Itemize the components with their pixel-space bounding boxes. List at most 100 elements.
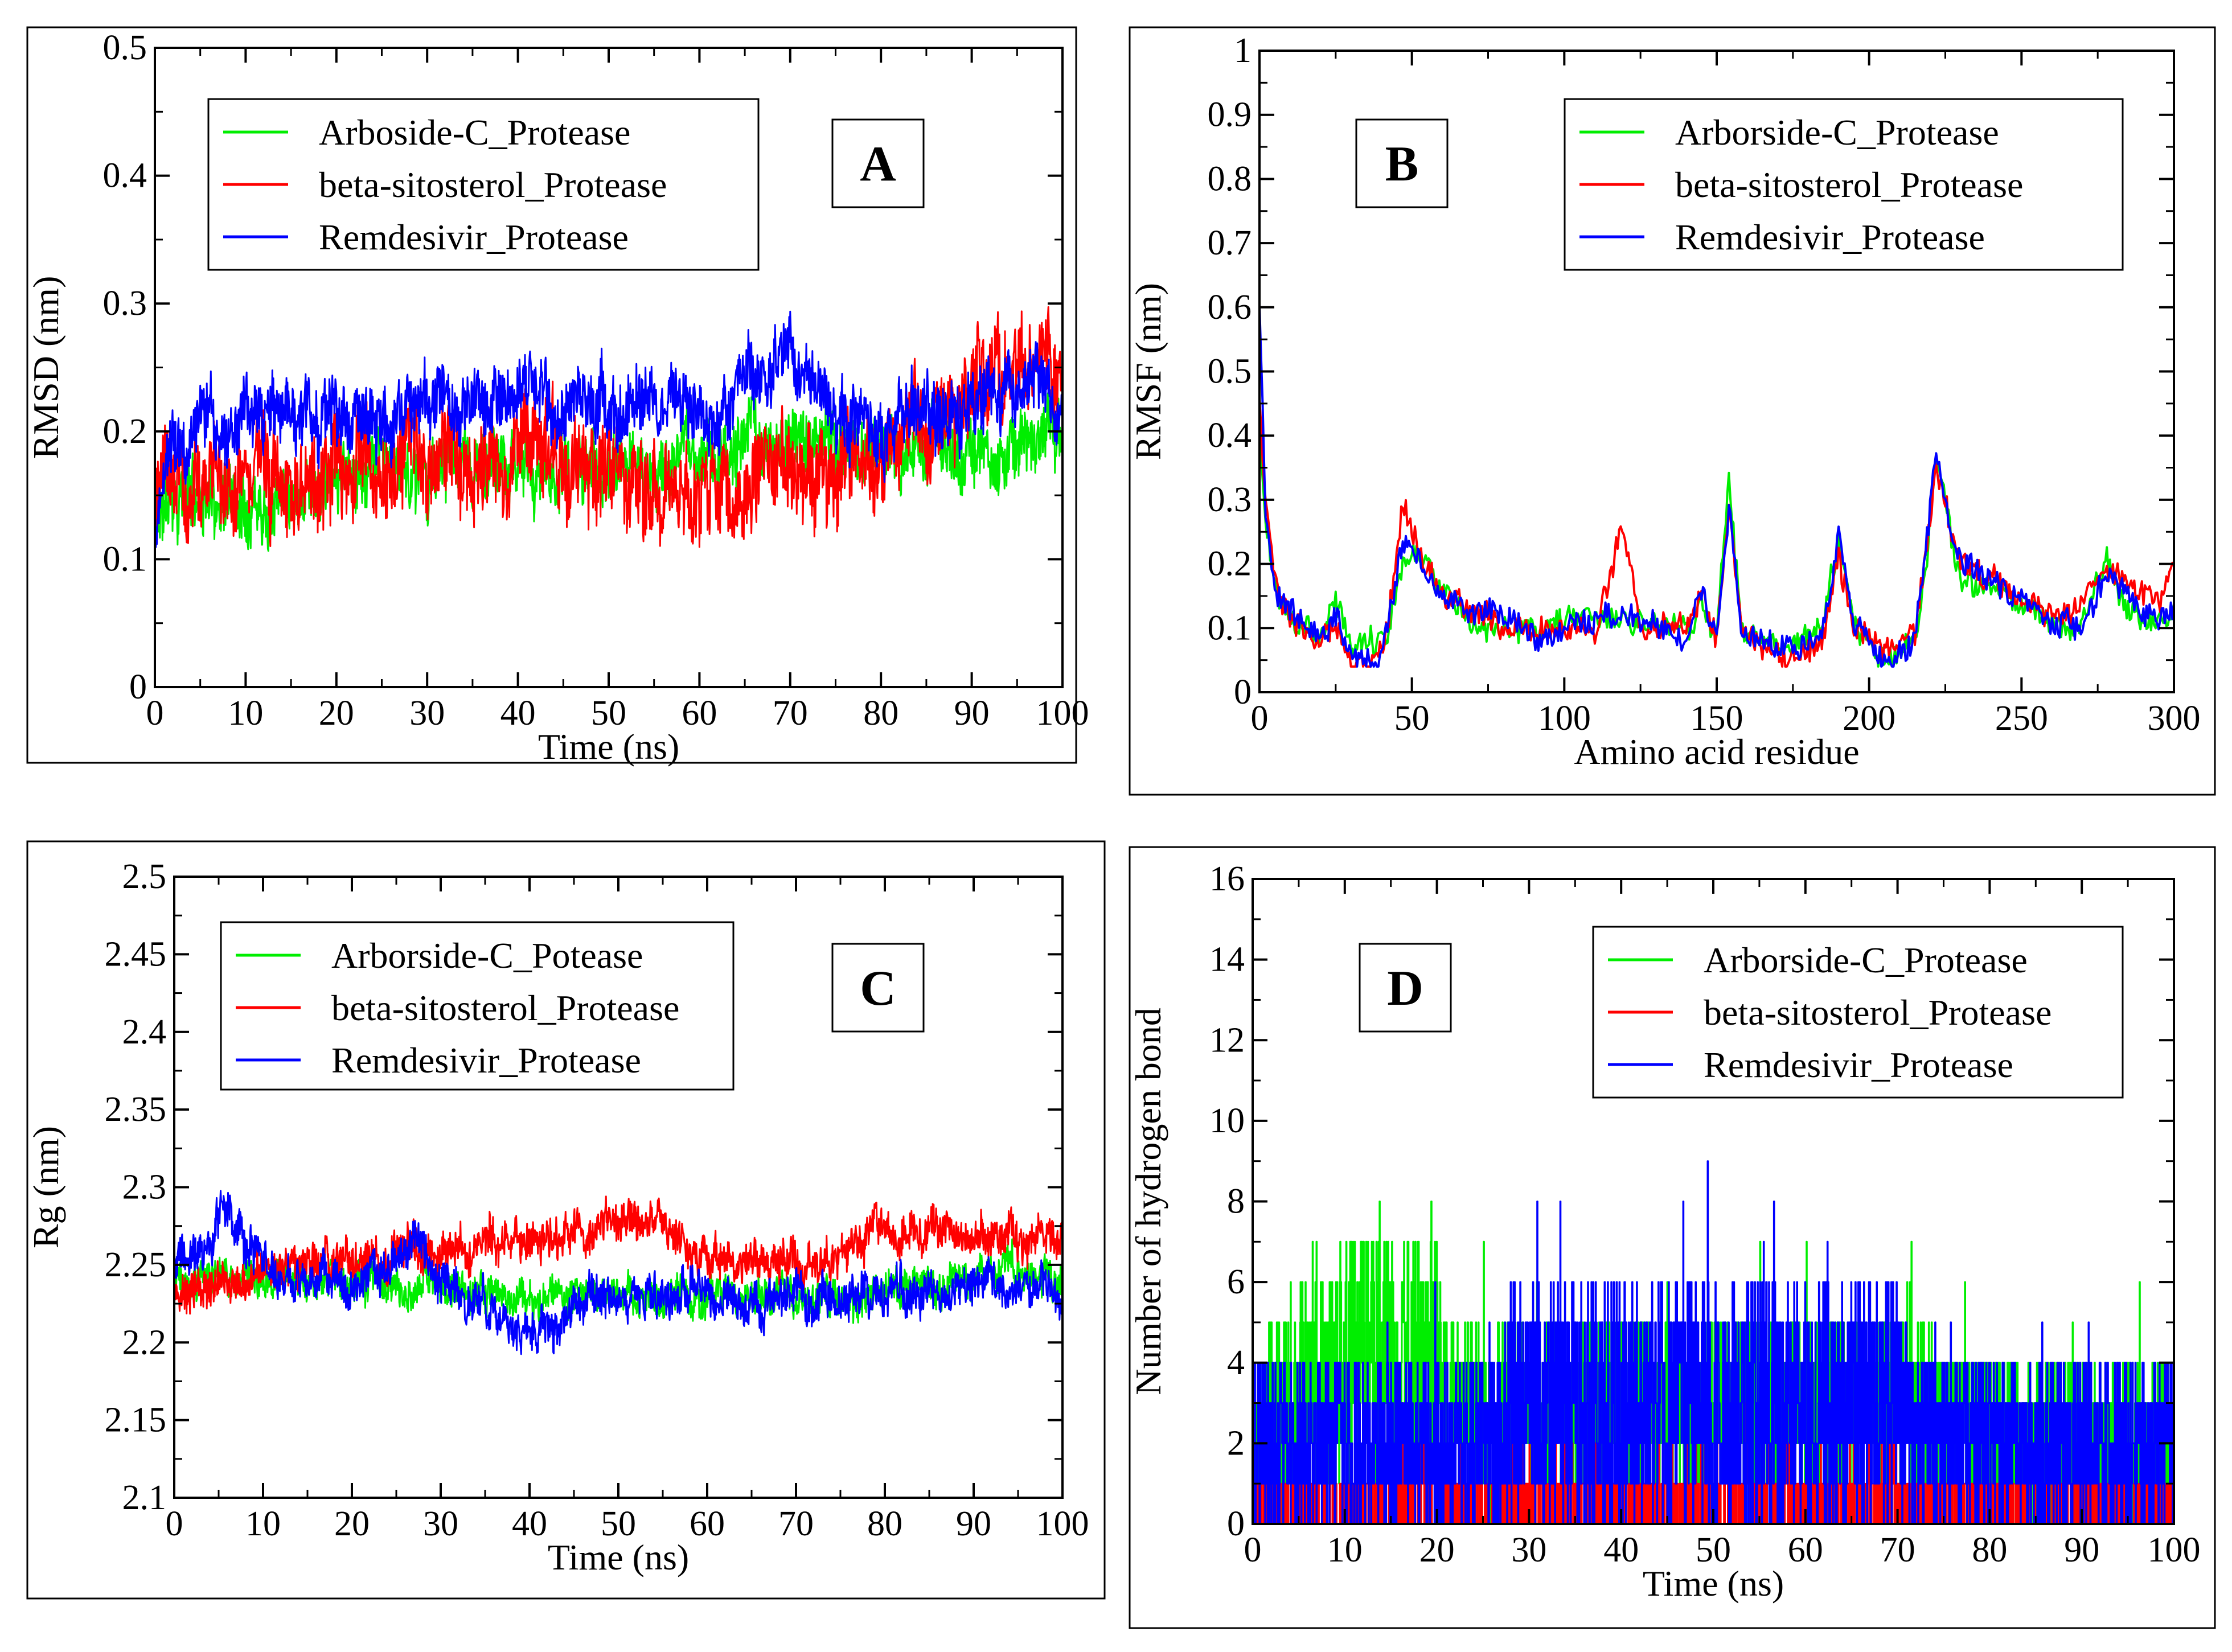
x-tick-label: 20 [334, 1505, 370, 1543]
series-line-remdesivir-protease [1253, 1160, 2174, 1524]
legend-label-arborside-c-protease: Arborside-C_Protease [1675, 112, 1999, 153]
panel-tag-label: C [860, 961, 896, 1016]
series-line-beta-sitosterol-protease [1253, 1402, 2174, 1524]
x-tick-label: 30 [409, 694, 445, 733]
x-tick-label: 0 [1244, 1531, 1262, 1569]
x-tick-label: 30 [423, 1505, 458, 1543]
x-tick-label: 0 [146, 694, 164, 733]
y-tick-label: 0 [1234, 673, 1252, 712]
x-tick-label: 40 [1603, 1531, 1639, 1569]
x-tick-label: 70 [773, 694, 808, 733]
panel-b: 0 50 100 150 200 250 300 0 0.1 0.2 0.3 0.4 0.5 0.6 0.7… [1128, 26, 2216, 796]
y-tick-label: 0.1 [1208, 609, 1252, 647]
legend: Arborside-C_Potease beta-sitosterol_Prote… [220, 921, 735, 1091]
y-tick-label: 2.1 [122, 1478, 167, 1517]
x-axis-label: Time (ns) [548, 1537, 689, 1577]
x-tick-label: 90 [2064, 1531, 2099, 1569]
x-tick-label: 80 [867, 1505, 902, 1543]
x-tick-label: 60 [682, 694, 717, 733]
series-line-arborside-c-potease [174, 1238, 1062, 1324]
x-tick-label: 0 [166, 1505, 183, 1543]
legend-label-beta-sitosterol-protease: beta-sitosterol_Protease [1675, 165, 2023, 205]
y-tick-label: 6 [1227, 1263, 1245, 1301]
series-group [174, 1190, 1062, 1355]
panel-c: 0 10 20 30 40 50 60 70 80 90 100 2.1 2.15 2.2 2.25 2.3 2… [26, 840, 1106, 1600]
panel-tag-frame [1359, 943, 1452, 1033]
legend-label-arboside-c-protease: Arboside-C_Protease [319, 112, 630, 153]
panel-tag-frame [1355, 118, 1449, 208]
x-tick-label: 70 [778, 1505, 814, 1543]
y-tick-label: 0.7 [1208, 224, 1252, 262]
x-tick-label: 20 [319, 694, 354, 733]
series-group [1259, 305, 2174, 668]
x-tick-label: 150 [1691, 699, 1743, 738]
x-tick-label: 0 [1251, 699, 1269, 738]
y-tick-label: 0 [1227, 1505, 1245, 1543]
x-tick-label: 50 [1394, 699, 1430, 738]
y-tick-label: 1 [1234, 31, 1252, 70]
y-axis-label: RMSF (nm) [1128, 283, 1168, 460]
y-tick-label: 0.5 [1208, 352, 1252, 391]
y-tick-label: 2.15 [105, 1401, 167, 1440]
x-tick-label: 10 [1327, 1531, 1363, 1569]
legend-label-beta-sitosterol-protease: beta-sitosterol_Protease [331, 988, 679, 1028]
panel-d: 0 10 20 30 40 50 60 70 80 90 100 0 2 4 6 8 10 12 14 16 Time … [1128, 846, 2216, 1629]
series-group [155, 306, 1062, 552]
x-tick-label: 100 [2148, 1531, 2201, 1569]
legend-label-remdesivir-protease: Remdesivir_Protease [319, 217, 629, 257]
y-tick-label: 0.5 [103, 28, 147, 67]
y-tick-label: 2.5 [122, 857, 167, 896]
x-tick-label: 90 [954, 694, 990, 733]
x-tick-label: 60 [1788, 1531, 1823, 1569]
panel-tag-label: B [1385, 137, 1419, 192]
y-tick-label: 2.25 [105, 1246, 167, 1284]
x-tick-label: 90 [956, 1505, 991, 1543]
x-axis-label: Time (ns) [1643, 1563, 1784, 1604]
panels: 0 10 20 30 40 50 60 70 80 90 10000.10.20.30.40.5Ti… [26, 26, 2216, 1629]
legend-label-remdesivir-protease: Remdesivir_Protease [1704, 1045, 2013, 1085]
x-axis-label: Time (ns) [538, 726, 679, 767]
legend-frame [207, 98, 760, 271]
legend: Arboside-C_Protease beta-sitosterol_Prote… [207, 98, 760, 271]
x-tick-label: 80 [863, 694, 898, 733]
legend-label-remdesivir-protease: Remdesivir_Protease [331, 1040, 641, 1080]
y-tick-label: 0.6 [1208, 288, 1252, 327]
legend-frame [1564, 98, 2124, 271]
y-tick-label: 12 [1209, 1021, 1245, 1059]
panel-tag-frame [831, 943, 925, 1033]
legend-label-arborside-c-potease: Arborside-C_Potease [331, 935, 643, 976]
y-tick-label: 0.8 [1208, 159, 1252, 198]
y-tick-label: 10 [1209, 1102, 1245, 1140]
y-tick-label: 0.2 [103, 412, 147, 451]
x-tick-label: 100 [1538, 699, 1591, 738]
x-tick-label: 250 [1995, 699, 2048, 738]
series-line-remdesivir-protease [155, 310, 1062, 548]
y-tick-label: 2.3 [122, 1168, 167, 1207]
x-tick-label: 40 [512, 1505, 547, 1543]
legend-label-beta-sitosterol-protease: beta-sitosterol_Protease [319, 165, 667, 205]
x-tick-label: 100 [1036, 1505, 1089, 1543]
x-axis-label: Amino acid residue [1574, 732, 1859, 772]
x-tick-label: 10 [228, 694, 263, 733]
panel-frame [26, 26, 1077, 764]
y-tick-label: 2 [1227, 1424, 1245, 1462]
legend-frame [1592, 926, 2124, 1099]
y-axis-label: RMSD (nm) [26, 276, 66, 459]
y-tick-label: 2.4 [122, 1013, 167, 1051]
series-group [1253, 1160, 2174, 1524]
y-tick-label: 0.4 [1208, 416, 1252, 455]
legend: Arborside-C_Protease beta-sitosterol_Prot… [1564, 98, 2124, 271]
panel-frame [1129, 846, 2216, 1629]
series-line-remdesivir-protease [174, 1190, 1062, 1355]
series-line-remdesivir-protease [1259, 305, 2174, 668]
x-tick-label: 50 [601, 1505, 636, 1543]
x-tick-label: 80 [1972, 1531, 2007, 1569]
y-tick-label: 0.2 [1208, 545, 1252, 583]
x-tick-label: 20 [1419, 1531, 1455, 1569]
y-tick-label: 0.3 [103, 284, 147, 323]
y-tick-label: 2.35 [105, 1090, 167, 1129]
y-tick-label: 2.2 [122, 1323, 167, 1362]
x-tick-label: 60 [690, 1505, 725, 1543]
x-tick-label: 100 [1036, 694, 1089, 733]
